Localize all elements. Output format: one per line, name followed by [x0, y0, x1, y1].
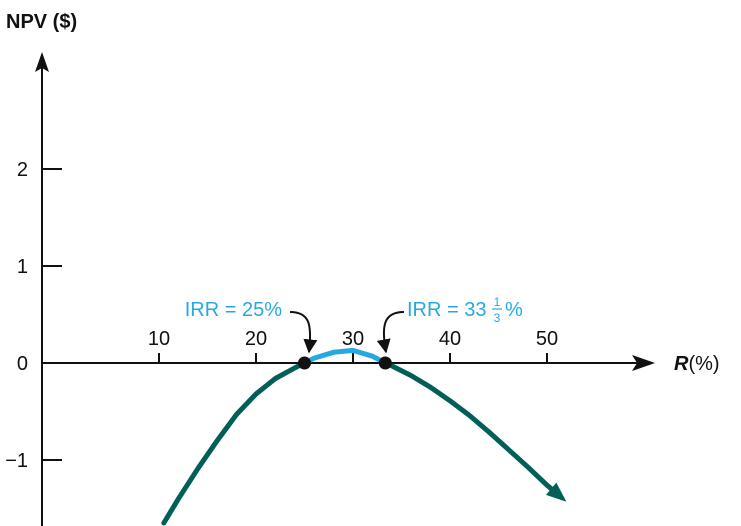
y-axis-label: NPV ($) [6, 11, 77, 33]
annotation-irr-33-frac-den: 3 [494, 311, 501, 325]
annotation-irr-33: IRR = 33 1 3 % [407, 295, 523, 325]
x-axis-arrow-icon [632, 355, 655, 371]
npv-curve-right [382, 360, 560, 497]
x-tick-label: 50 [536, 328, 558, 350]
annotation-arrow-irr-25 [289, 311, 318, 354]
x-axis-unit: (%) [688, 353, 719, 375]
npv-curve-left [161, 360, 307, 526]
annotation-irr-33-text: IRR = 33 [407, 299, 486, 321]
y-tick-label: 1 [17, 256, 28, 278]
svg-text:IRR = 33: IRR = 33 [407, 299, 486, 321]
annotation-arrow-irr-33 [376, 311, 405, 354]
y-tick-label: −1 [5, 450, 28, 472]
annotation-irr-33-suffix: % [505, 299, 523, 321]
x-tick-label: 10 [148, 328, 170, 350]
x-tick-label: 40 [439, 328, 461, 350]
irr-point [378, 356, 392, 370]
y-ticks: 2 1 0 −1 [5, 159, 62, 472]
series-group [161, 347, 567, 526]
x-tick-label: 20 [245, 328, 267, 350]
curve-arrowhead-icon [545, 482, 567, 502]
y-tick-label: 0 [17, 353, 28, 375]
npv-curve-positive [302, 347, 388, 366]
y-tick-label: 2 [17, 159, 28, 181]
annotation-irr-33-frac-num: 1 [494, 295, 501, 309]
x-ticks: 10 20 30 40 50 [148, 328, 558, 363]
x-axis-label: R(%) [674, 353, 720, 375]
x-axis-variable: R [674, 353, 689, 375]
x-tick-label: 30 [342, 328, 364, 350]
y-axis-arrow-icon [35, 52, 49, 72]
annotation-irr-25: IRR = 25% [185, 299, 282, 321]
irr-point [298, 356, 311, 370]
